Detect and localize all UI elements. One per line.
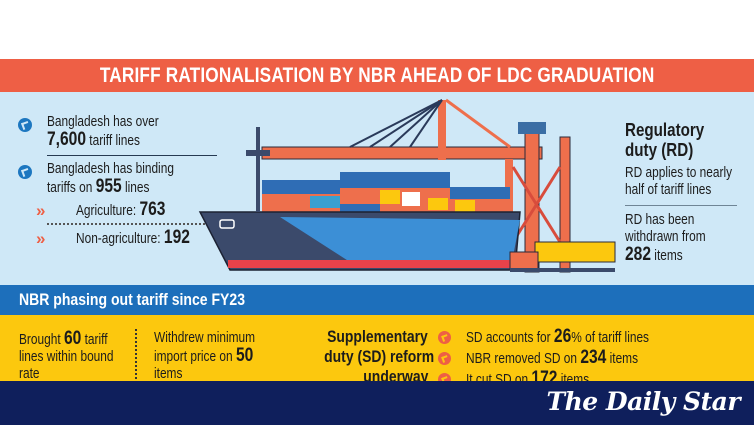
list-item: It cut SD on 172 items — [438, 369, 689, 381]
section-header: NBR phasing out tariff since FY23 — [19, 290, 245, 309]
sd-reform-title: Supplementary duty (SD) reform underway — [324, 327, 435, 381]
sd-reform-list: SD accounts for 26% of tariff lines NBR … — [438, 327, 689, 381]
rd-fact-withdrawn: RD has been withdrawn from 282 items — [625, 212, 706, 265]
stat-binding-tariffs: Bangladesh has binding tariffs on 955 li… — [18, 161, 203, 197]
regulatory-duty-panel: Regulatory duty (RD) RD applies to nearl… — [625, 120, 750, 265]
breakdown-non-agriculture: » Non-agriculture: 192 — [36, 226, 190, 249]
measure-bound-rate: Brought 60 tariff lines within bound rat… — [19, 328, 114, 381]
rd-fact-coverage: RD applies to nearly half of tariff line… — [625, 165, 733, 198]
tariff-lines-stats: Bangladesh has over 7,600 tariff lines B… — [18, 114, 217, 251]
list-item: SD accounts for 26% of tariff lines — [438, 327, 689, 349]
brand-logo: The Daily Star — [546, 387, 741, 416]
divider — [47, 155, 217, 156]
stat-total-lines: Bangladesh has over 7,600 tariff lines — [18, 114, 203, 150]
measures-band: Brought 60 tariff lines within bound rat… — [0, 315, 754, 381]
arrow-bullet-icon — [438, 352, 451, 365]
rd-heading: Regulatory duty (RD) — [625, 119, 705, 160]
divider — [625, 205, 737, 206]
dotted-divider — [47, 223, 217, 225]
double-chevron-icon: » — [36, 201, 46, 220]
measure-minimum-price: Withdrew minimum import price on 50 item… — [154, 330, 256, 381]
arrow-bullet-icon — [438, 331, 451, 344]
truck-icon — [509, 241, 616, 272]
cargo-ship-illustration — [198, 98, 620, 285]
arrow-bullet-icon — [18, 165, 32, 179]
arrow-bullet-icon — [18, 118, 32, 132]
double-chevron-icon: » — [36, 229, 46, 248]
section-header-band: NBR phasing out tariff since FY23 — [0, 285, 754, 315]
infographic-title: TARIFF RATIONALISATION BY NBR AHEAD OF L… — [99, 63, 655, 87]
title-banner: TARIFF RATIONALISATION BY NBR AHEAD OF L… — [0, 59, 754, 92]
breakdown-agriculture: » Agriculture: 763 — [36, 198, 166, 221]
list-item: NBR removed SD on 234 items — [438, 348, 689, 370]
arrow-bullet-icon — [438, 373, 451, 381]
dotted-divider — [135, 329, 137, 379]
illustration-panel: Bangladesh has over 7,600 tariff lines B… — [0, 92, 754, 285]
footer-bar: The Daily Star — [0, 381, 754, 425]
ship-icon — [198, 127, 521, 271]
